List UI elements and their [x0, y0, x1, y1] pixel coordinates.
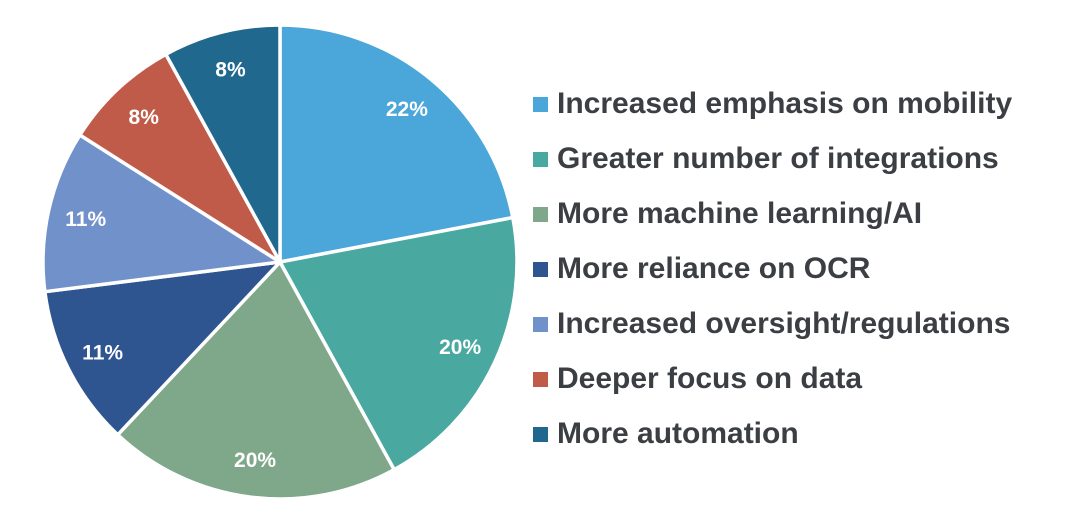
legend-label: Increased emphasis on mobility: [557, 87, 1013, 120]
legend-item-automation: More automation: [533, 416, 1012, 452]
pie-slice-value-label-2: 20%: [234, 449, 276, 472]
chart-legend: Increased emphasis on mobility Greater n…: [533, 86, 1012, 452]
legend-item-ocr: More reliance on OCR: [533, 251, 1012, 287]
pie-slice-4: [41, 133, 282, 294]
pie-slice-2: [116, 260, 396, 501]
legend-swatch: [533, 206, 548, 222]
legend-label: Increased oversight/regulations: [557, 307, 1011, 340]
pie-slice-value-label-3: 11%: [82, 342, 123, 365]
legend-item-oversight: Increased oversight/regulations: [533, 306, 1012, 342]
legend-item-integrations: Greater number of integrations: [533, 141, 1012, 177]
pie-slice-value-label-1: 20%: [439, 336, 481, 359]
legend-swatch: [533, 96, 548, 112]
legend-label: More automation: [557, 417, 799, 450]
pie-slice-value-label-5: 8%: [129, 106, 160, 129]
legend-item-mobility: Increased emphasis on mobility: [533, 86, 1012, 122]
legend-label: Deeper focus on data: [557, 362, 863, 395]
legend-label: Greater number of integrations: [557, 142, 999, 175]
legend-swatch: [533, 426, 548, 442]
legend-label: More reliance on OCR: [557, 252, 871, 285]
legend-item-data-focus: Deeper focus on data: [533, 361, 1012, 397]
pie-chart: 22% 20% 20% 11% 11% 8% 8%: [41, 23, 519, 501]
legend-swatch: [533, 261, 548, 277]
legend-swatch: [533, 316, 548, 332]
pie-slice-6: [164, 23, 282, 264]
legend-swatch: [533, 371, 548, 387]
legend-swatch: [533, 151, 548, 167]
pie-slice-value-label-4: 11%: [65, 208, 106, 231]
pie-slice-1: [278, 215, 519, 472]
pie-slice-value-label-0: 22%: [386, 98, 428, 121]
pie-slice-value-label-6: 8%: [215, 59, 246, 82]
pie-slice-3: [43, 260, 282, 437]
legend-item-machine-learning: More machine learning/AI: [533, 196, 1012, 232]
legend-label: More machine learning/AI: [557, 197, 923, 230]
pie-slice-5: [78, 52, 282, 264]
pie-slice-0: [278, 23, 515, 264]
